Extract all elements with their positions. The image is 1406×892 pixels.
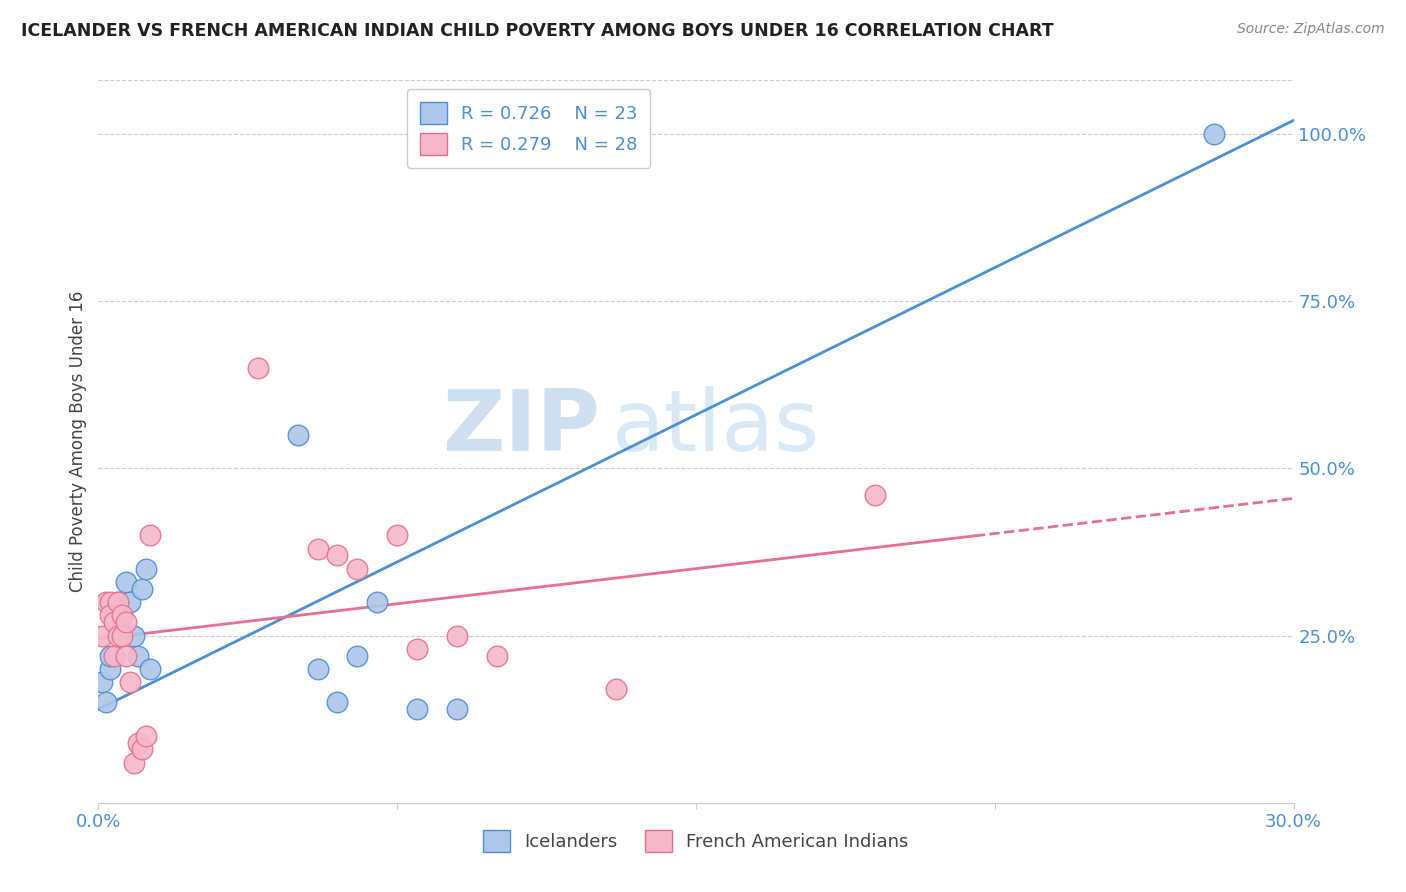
Point [107,615,129,630]
Point [107,595,129,609]
Point [96,696,118,710]
Point [307,662,329,676]
Point [127,735,149,749]
Point [91,675,114,690]
Point [139,528,162,542]
Text: ZIP: ZIP [443,385,600,468]
Point [124,628,146,642]
Point [131,742,153,756]
Point [111,608,134,623]
Point [98,648,122,663]
Point [1202,127,1225,141]
Point [115,648,138,663]
Point [107,595,129,609]
Text: atlas: atlas [613,385,820,468]
Point [446,628,468,642]
Point [111,628,134,642]
Point [406,702,429,716]
Point [103,608,125,623]
Point [385,528,409,542]
Point [131,582,153,596]
Point [246,361,269,376]
Point [605,681,627,696]
Point [124,756,146,770]
Point [485,648,508,663]
Point [115,615,138,630]
Point [111,608,134,623]
Legend: Icelanders, French American Indians: Icelanders, French American Indians [475,822,917,859]
Y-axis label: Child Poverty Among Boys Under 16: Child Poverty Among Boys Under 16 [69,291,87,592]
Point [326,696,349,710]
Point [120,595,142,609]
Point [135,562,157,576]
Point [346,648,368,663]
Point [98,608,122,623]
Point [120,675,142,690]
Point [406,642,429,657]
Point [446,702,468,716]
Point [127,648,149,663]
Point [91,628,114,642]
Point [865,488,887,502]
Point [103,615,125,630]
Point [98,595,122,609]
Point [346,562,368,576]
Point [326,548,349,563]
Point [98,662,122,676]
Point [96,595,118,609]
Point [107,628,129,642]
Point [115,575,138,590]
Point [287,427,309,442]
Point [366,595,388,609]
Point [135,729,157,743]
Point [307,541,329,556]
Text: Source: ZipAtlas.com: Source: ZipAtlas.com [1237,22,1385,37]
Point [139,662,162,676]
Text: ICELANDER VS FRENCH AMERICAN INDIAN CHILD POVERTY AMONG BOYS UNDER 16 CORRELATIO: ICELANDER VS FRENCH AMERICAN INDIAN CHIL… [21,22,1053,40]
Point [103,648,125,663]
